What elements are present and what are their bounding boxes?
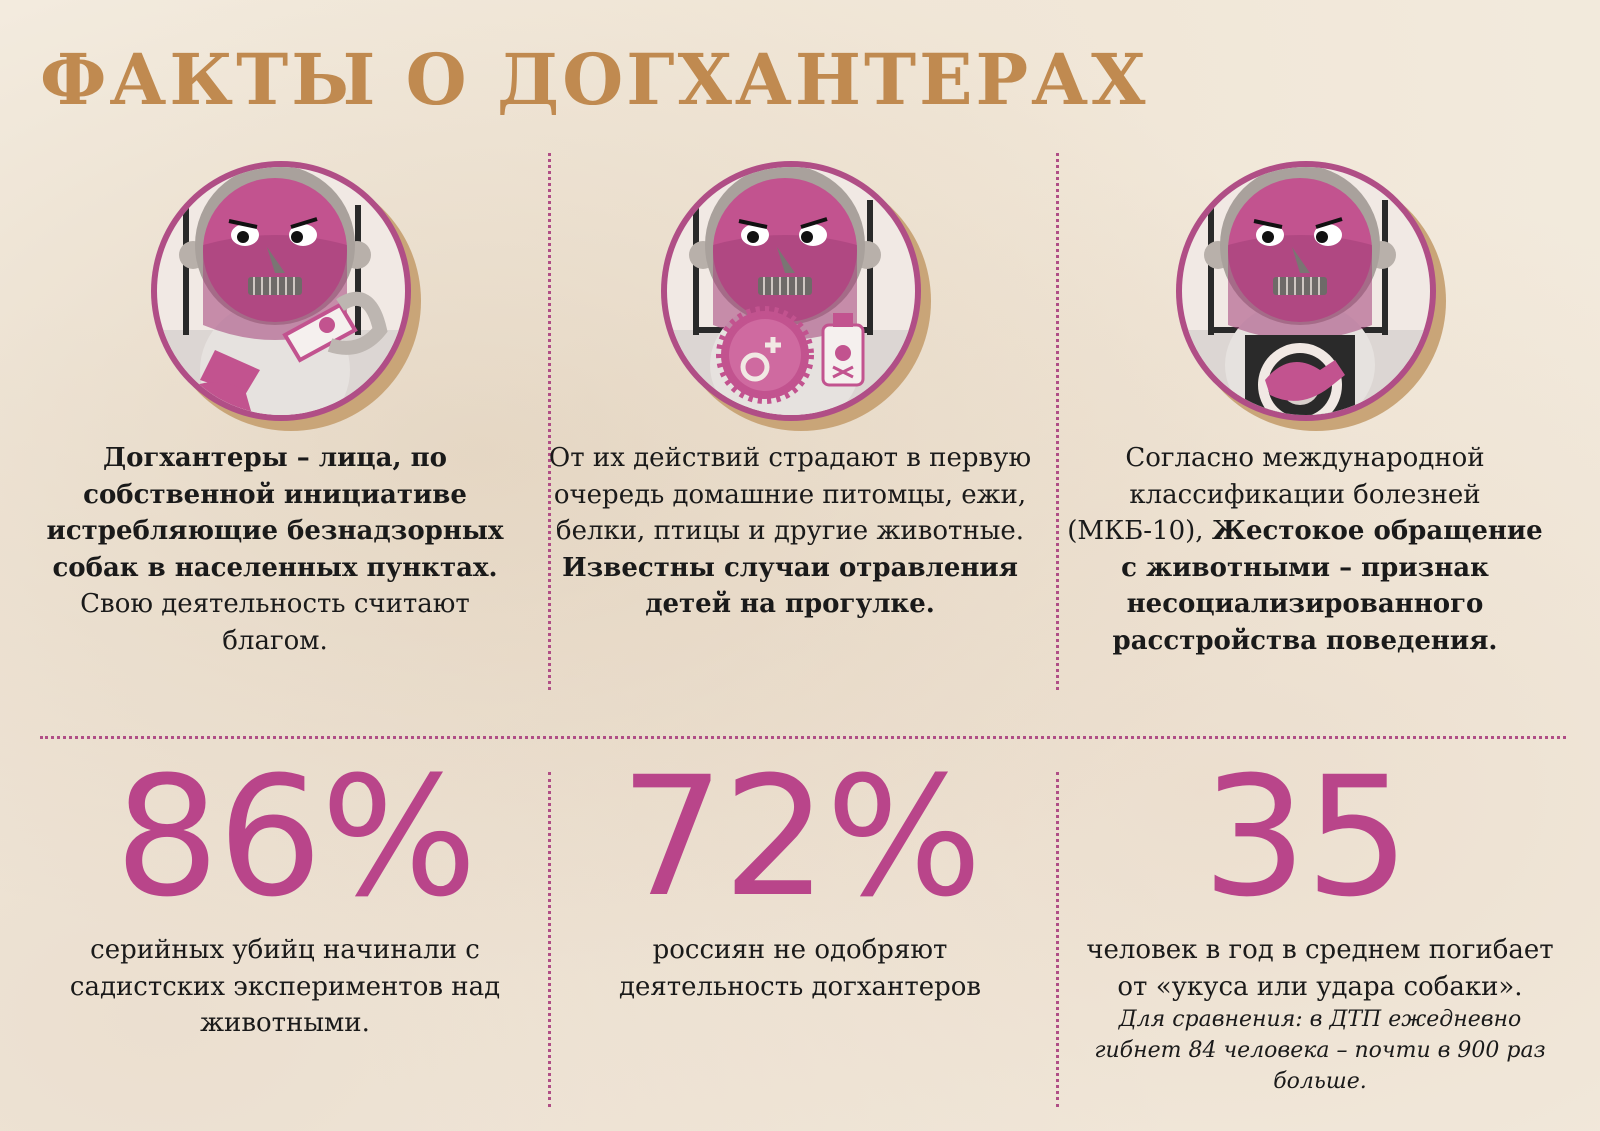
divider-vertical-top-2 bbox=[1056, 153, 1059, 690]
fact-2-bold: Известны случаи отравления детей на прог… bbox=[562, 552, 1018, 620]
stat-text-1: серийных убийц начинали с садистских экс… bbox=[69, 935, 501, 1038]
stat-note-3: Для сравнения: в ДТП ежедневно гибнет 84… bbox=[1094, 1007, 1546, 1094]
divider-vertical-bottom-1 bbox=[548, 772, 551, 1107]
divider-vertical-top-1 bbox=[548, 153, 551, 690]
fact-2-regular: От их действий страдают в первую очередь… bbox=[548, 443, 1032, 546]
animal-cruelty-illustration bbox=[1170, 155, 1450, 435]
stat-value-2: 72% bbox=[619, 741, 983, 933]
fact-3-bold: Жестокое обращение с животными – признак… bbox=[1112, 516, 1543, 656]
fact-text-2: От их действий страдают в первую очередь… bbox=[545, 440, 1035, 623]
fact-3-regular: Согласно международной классификации бол… bbox=[1067, 443, 1485, 546]
stat-text-3: человек в год в среднем погибает от «уку… bbox=[1086, 935, 1554, 1002]
poison-bait-illustration bbox=[655, 155, 935, 435]
page-title: ФАКТЫ О ДОГХАНТЕРАХ bbox=[40, 38, 1149, 121]
stat-value-3: 35 bbox=[1202, 741, 1410, 933]
fact-1-bold: Догхантеры – лица, по собственной инициа… bbox=[46, 443, 504, 583]
divider-vertical-bottom-2 bbox=[1056, 772, 1059, 1107]
fact-1-regular: Свою деятельность считают благом. bbox=[80, 589, 470, 656]
fact-text-1: Догхантеры – лица, по собственной инициа… bbox=[30, 440, 520, 659]
stat-value-1: 86% bbox=[114, 741, 478, 933]
fact-text-3: Согласно международной классификации бол… bbox=[1060, 440, 1550, 659]
divider-horizontal bbox=[40, 736, 1566, 739]
dog-poisoning-illustration bbox=[145, 155, 425, 435]
stat-text-2: россиян не одобряют деятельность догхант… bbox=[618, 935, 982, 1002]
